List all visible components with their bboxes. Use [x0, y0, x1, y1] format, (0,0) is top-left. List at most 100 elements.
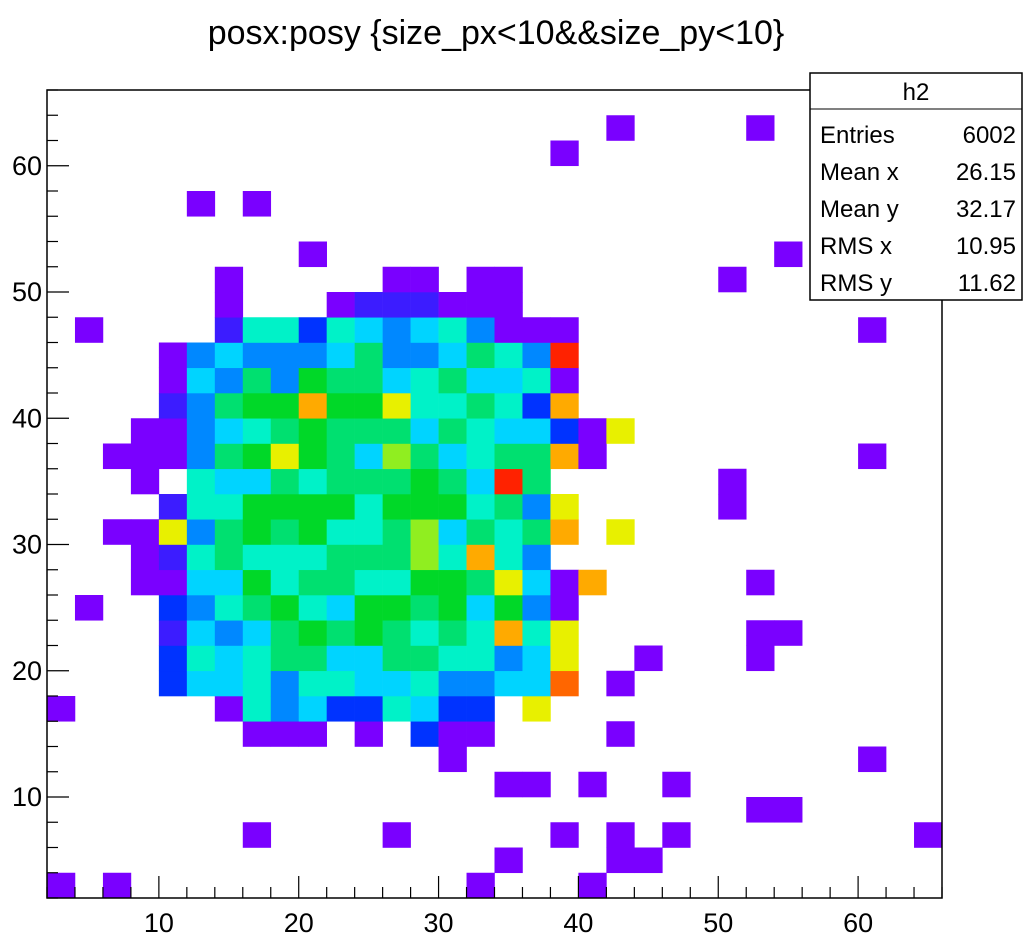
heatmap-bin — [466, 367, 495, 394]
heatmap-bin — [410, 696, 439, 722]
heatmap-bin — [634, 645, 663, 672]
heatmap-bin — [270, 494, 300, 520]
heatmap-bin — [214, 696, 244, 722]
heatmap-bin — [186, 620, 216, 646]
heatmap-bin — [438, 443, 467, 470]
heatmap-bin — [214, 443, 244, 470]
stats-box-name: h2 — [903, 79, 930, 106]
heatmap-bin — [550, 443, 579, 470]
heatmap-bin — [522, 342, 551, 369]
heatmap-bin — [326, 317, 355, 343]
heatmap-bin — [214, 544, 244, 571]
heatmap-bin — [298, 443, 327, 470]
heatmap-bin — [382, 822, 411, 848]
heatmap-bin — [186, 595, 216, 621]
heatmap-bin — [74, 317, 104, 343]
heatmap-bin — [550, 519, 579, 545]
heatmap-bin — [130, 519, 160, 545]
heatmap-bin — [130, 468, 160, 495]
heatmap-bin — [466, 620, 495, 646]
heatmap-bin — [410, 292, 439, 318]
heatmap-bin — [298, 317, 327, 343]
heatmap-bin — [242, 670, 272, 697]
heatmap-bin — [466, 494, 495, 520]
heatmap-bin — [270, 544, 300, 571]
heatmap-bin — [158, 342, 188, 369]
heatmap-bin — [550, 822, 579, 848]
heatmap-bin — [326, 620, 355, 646]
heatmap-bin — [466, 519, 495, 545]
heatmap-bin — [242, 443, 272, 470]
heatmap-bin — [186, 468, 216, 495]
heatmap-bin — [438, 544, 467, 571]
heatmap-bin — [858, 443, 887, 470]
heatmap-bin — [214, 367, 244, 394]
heatmap-bin — [382, 443, 411, 470]
x-axis: 10 20 30 40 50 60 — [46, 876, 943, 937]
heatmap-bin — [494, 342, 523, 369]
heatmap-bin — [326, 342, 355, 369]
heatmap-bin — [438, 595, 467, 621]
heatmap-bin — [718, 266, 747, 293]
heatmap-bin — [606, 670, 635, 697]
heatmap-bin — [774, 241, 803, 268]
heatmap-bin — [606, 721, 635, 747]
heatmap-bin — [746, 797, 775, 823]
stats-row-value: 6002 — [963, 122, 1016, 149]
heatmap-bin — [494, 620, 523, 646]
heatmap-bin — [466, 342, 495, 369]
heatmap-bin — [382, 696, 411, 722]
heatmap-bin — [242, 317, 272, 343]
heatmap-bin — [522, 569, 551, 596]
heatmap-bin — [130, 443, 160, 470]
heatmap-bin — [606, 822, 635, 848]
heatmap-bin — [522, 620, 551, 646]
heatmap-bin — [270, 393, 300, 419]
heatmap-bin — [354, 367, 383, 394]
heatmap-bin — [438, 696, 467, 722]
heatmap-bin — [298, 367, 327, 394]
heatmap-bin — [550, 140, 579, 167]
heatmap-bin — [382, 292, 411, 318]
heatmap-bin — [326, 569, 355, 596]
heatmap-bin — [522, 317, 551, 343]
heatmap-bin — [634, 847, 663, 874]
heatmap-bin — [326, 494, 355, 520]
heatmap-bin — [242, 418, 272, 444]
heatmap-bin — [298, 544, 327, 571]
heatmap-bin — [522, 393, 551, 419]
heatmap-bin — [410, 519, 439, 545]
heatmap-bin — [494, 645, 523, 672]
stats-row-value: 32.17 — [956, 196, 1016, 223]
heatmap-bin — [410, 721, 439, 747]
heatmap-bin — [438, 393, 467, 419]
heatmap-bin — [298, 494, 327, 520]
stats-box: h2 Entries 6002 Mean x 26.15 Mean y 32.17 RMS … — [809, 72, 1023, 301]
heatmap-bin — [746, 115, 775, 141]
heatmap-bin — [326, 443, 355, 470]
heatmap-bin — [158, 620, 188, 646]
heatmap-bin — [214, 494, 244, 520]
heatmap-bin — [550, 418, 579, 444]
stats-box-frame — [809, 72, 1023, 301]
heatmap-bin — [270, 418, 300, 444]
heatmap-bin — [354, 569, 383, 596]
heatmap-bin — [270, 620, 300, 646]
heatmap-bin — [466, 266, 495, 293]
heatmap-bin — [270, 670, 300, 697]
heatmap-bin — [522, 367, 551, 394]
heatmap-bin — [326, 519, 355, 545]
heatmap-bin — [354, 418, 383, 444]
heatmap-bin — [158, 670, 188, 697]
heatmap-bin — [298, 342, 327, 369]
heatmap-bin — [466, 292, 495, 318]
heatmap-bin — [354, 519, 383, 545]
heatmap-bin — [158, 494, 188, 520]
heatmap-bin — [438, 317, 467, 343]
x-tick-label: 50 — [703, 908, 733, 937]
heatmap-bin — [242, 494, 272, 520]
y-tick-label: 10 — [12, 782, 42, 812]
heatmap-bin — [522, 544, 551, 571]
heatmap-bin — [494, 393, 523, 419]
heatmap-bin — [522, 595, 551, 621]
